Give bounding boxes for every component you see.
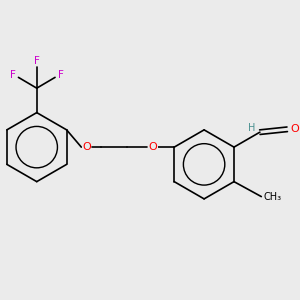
Text: O: O bbox=[82, 142, 91, 152]
Text: H: H bbox=[248, 123, 255, 133]
Text: O: O bbox=[290, 124, 299, 134]
Text: F: F bbox=[10, 70, 16, 80]
Text: F: F bbox=[34, 56, 40, 66]
Text: O: O bbox=[148, 142, 157, 152]
Text: F: F bbox=[58, 70, 64, 80]
Text: CH₃: CH₃ bbox=[264, 193, 282, 202]
